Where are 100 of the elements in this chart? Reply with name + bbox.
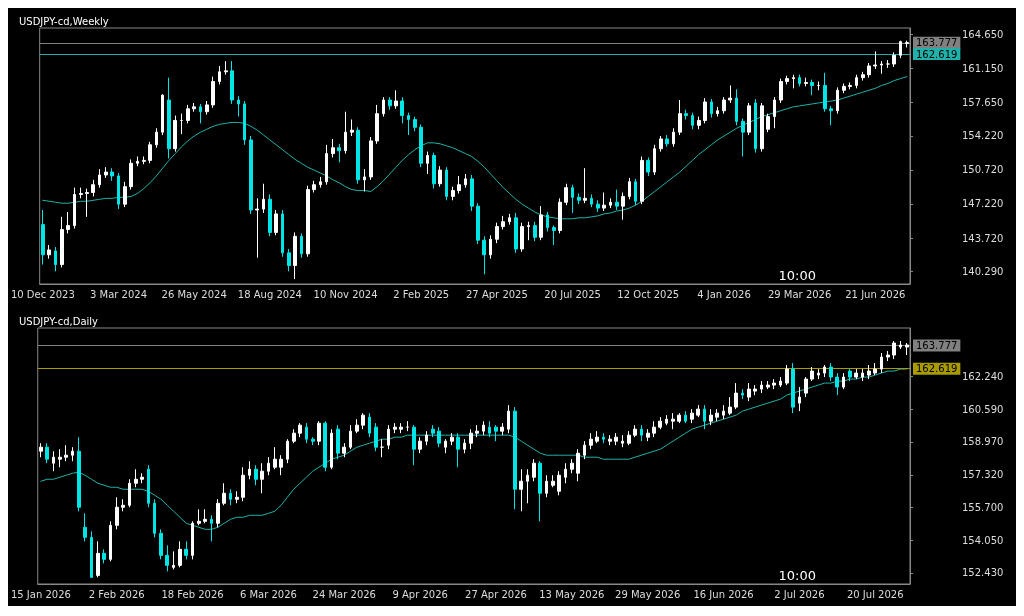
candlestick bbox=[500, 422, 504, 436]
x-tick-label: 6 Mar 2026 bbox=[239, 588, 297, 600]
candlestick bbox=[728, 396, 732, 416]
candlestick bbox=[344, 111, 347, 155]
candlestick bbox=[165, 544, 169, 572]
candlestick bbox=[608, 434, 612, 446]
candlestick bbox=[237, 95, 240, 118]
candlestick bbox=[41, 209, 45, 266]
candlestick bbox=[136, 155, 139, 167]
x-tick-label: 10 Dec 2023 bbox=[10, 288, 75, 300]
candlestick bbox=[646, 428, 650, 442]
candlestick bbox=[905, 40, 909, 48]
candlestick bbox=[463, 438, 466, 454]
candlestick bbox=[91, 179, 95, 197]
candlestick bbox=[873, 362, 877, 376]
candlestick bbox=[178, 540, 182, 568]
candlestick bbox=[419, 123, 423, 168]
y-tick-label: 150.720 bbox=[962, 164, 1004, 176]
candlestick bbox=[735, 88, 738, 126]
candlestick bbox=[785, 364, 789, 386]
candlestick bbox=[652, 420, 656, 438]
candlestick bbox=[293, 231, 297, 280]
x-tick-label: 18 Feb 2026 bbox=[161, 588, 224, 600]
candlestick bbox=[241, 466, 245, 502]
line-series bbox=[42, 76, 908, 220]
candlestick bbox=[355, 418, 359, 434]
candlestick bbox=[123, 181, 127, 208]
x-tick-label: 12 Oct 2025 bbox=[617, 288, 680, 300]
y-tick-label: 160.590 bbox=[962, 403, 1004, 415]
candlestick bbox=[274, 209, 278, 236]
candlestick bbox=[298, 422, 302, 438]
candlestick bbox=[102, 548, 106, 564]
candlestick bbox=[779, 376, 782, 388]
candlestick bbox=[469, 428, 473, 450]
candlestick bbox=[192, 102, 196, 113]
candlestick bbox=[153, 498, 156, 538]
candlestick bbox=[609, 197, 612, 209]
candlestick bbox=[230, 60, 234, 105]
candlestick bbox=[684, 410, 687, 424]
candlestick bbox=[311, 436, 315, 446]
candlestick bbox=[760, 102, 764, 153]
candlestick bbox=[425, 430, 428, 446]
y-tick-label: 147.220 bbox=[962, 198, 1004, 210]
candlestick bbox=[545, 474, 548, 498]
candlestick bbox=[823, 364, 826, 378]
x-tick-label: 2 Feb 2026 bbox=[88, 588, 145, 600]
candlestick bbox=[583, 167, 587, 204]
candlestick bbox=[710, 98, 713, 119]
candlestick bbox=[218, 65, 221, 85]
candlestick bbox=[400, 96, 404, 124]
x-tick-label: 2 Feb 2025 bbox=[393, 288, 450, 300]
candlestick bbox=[336, 424, 340, 460]
annotation: 10:00 bbox=[778, 268, 816, 283]
ref-line-label: 162.619 bbox=[916, 48, 958, 60]
candlestick bbox=[224, 60, 228, 76]
x-tick-label: 4 Jan 2026 bbox=[697, 288, 751, 300]
candlestick bbox=[855, 74, 858, 89]
candlestick bbox=[659, 135, 663, 153]
candlestick bbox=[210, 514, 213, 542]
candlestick bbox=[703, 404, 706, 430]
candlestick bbox=[628, 177, 631, 200]
candlestick bbox=[753, 384, 757, 396]
x-tick-label: 20 Jul 2026 bbox=[846, 588, 904, 600]
candlestick bbox=[848, 368, 852, 382]
candlestick bbox=[766, 113, 770, 133]
candlestick bbox=[697, 116, 701, 130]
candlestick bbox=[418, 436, 422, 454]
candlestick bbox=[349, 424, 352, 450]
candlestick bbox=[899, 340, 902, 350]
candlestick bbox=[792, 74, 795, 89]
candlestick bbox=[861, 71, 865, 82]
candlestick bbox=[570, 458, 574, 474]
candlestick bbox=[854, 368, 858, 380]
candlestick bbox=[121, 498, 125, 512]
candlestick bbox=[671, 412, 675, 430]
candlestick bbox=[728, 84, 732, 104]
candlestick bbox=[211, 76, 215, 109]
candlestick bbox=[513, 406, 517, 510]
candlestick bbox=[829, 362, 833, 382]
candlestick bbox=[104, 166, 108, 179]
candlestick bbox=[369, 136, 373, 181]
x-tick-label: 27 Apr 2025 bbox=[465, 288, 528, 300]
candlestick bbox=[482, 235, 486, 275]
candlestick bbox=[161, 93, 164, 136]
candlestick bbox=[319, 176, 322, 189]
annotation: 10:00 bbox=[778, 568, 816, 583]
x-tick-label: 3 Mar 2024 bbox=[90, 288, 148, 300]
candlestick bbox=[590, 193, 593, 208]
candlestick bbox=[791, 362, 795, 414]
candlestick bbox=[356, 126, 360, 185]
candlestick bbox=[684, 109, 688, 120]
candlestick bbox=[399, 422, 403, 434]
candlestick bbox=[325, 144, 328, 186]
candlestick bbox=[167, 77, 171, 159]
x-tick-label: 20 Jul 2025 bbox=[544, 288, 601, 300]
x-tick-label: 18 Aug 2024 bbox=[237, 288, 302, 300]
candlestick bbox=[665, 134, 669, 148]
candlestick bbox=[576, 448, 580, 482]
candlestick bbox=[71, 446, 74, 462]
candlestick bbox=[779, 78, 783, 104]
